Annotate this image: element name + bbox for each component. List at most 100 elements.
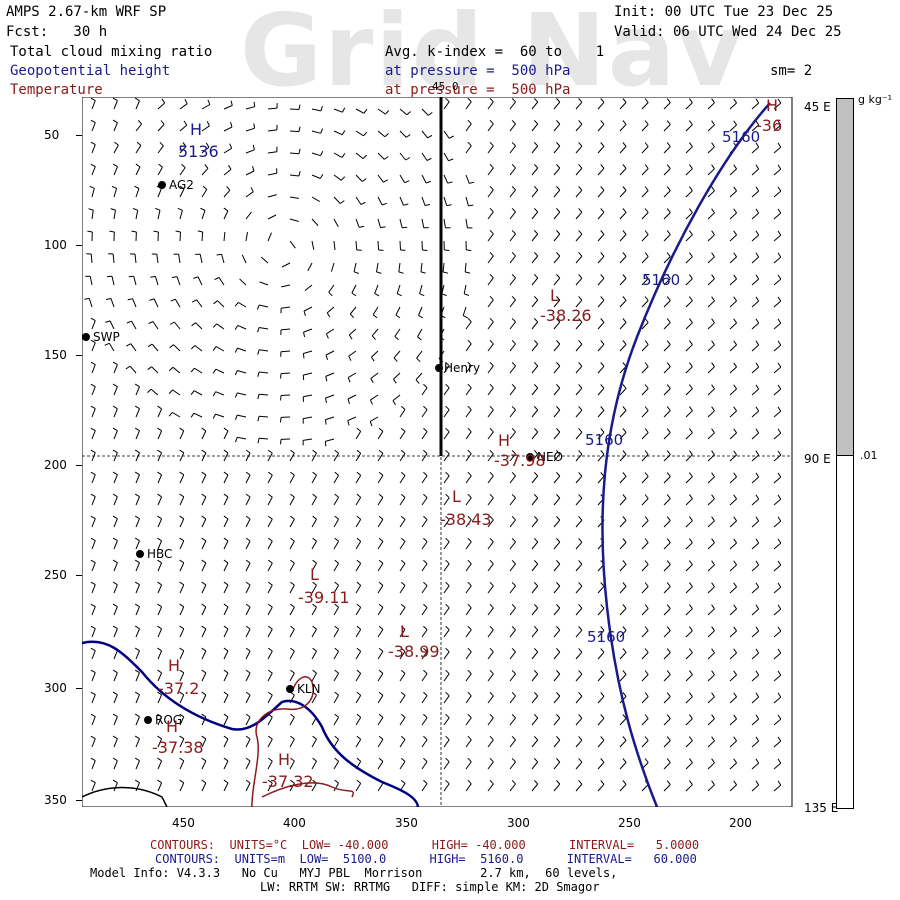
wind-barb <box>531 189 539 198</box>
wind-barb-flag <box>90 735 96 740</box>
wind-barb-flag <box>622 472 627 477</box>
wind-barb-flag <box>90 713 96 718</box>
wind-barb <box>597 123 605 132</box>
wind-barb-flag <box>356 493 362 498</box>
wind-barb <box>751 366 760 374</box>
wind-barb-flag <box>290 603 295 608</box>
station-label: HBC <box>147 547 172 561</box>
wind-barb <box>399 152 406 161</box>
wind-barb-flag <box>489 119 494 125</box>
wind-barb-flag <box>223 691 229 696</box>
wind-barb-flag <box>175 230 181 233</box>
wind-barb-flag <box>777 230 782 236</box>
wind-barb <box>729 190 737 198</box>
wind-barb <box>509 233 516 242</box>
wind-barb <box>135 188 140 198</box>
wind-barb-flag <box>179 603 185 608</box>
wind-barb <box>113 166 118 176</box>
wind-barb <box>553 673 561 682</box>
wind-barb <box>685 740 693 748</box>
wind-barb <box>663 322 671 330</box>
wind-barb-flag <box>556 406 561 411</box>
wind-barb <box>333 739 340 748</box>
wind-barb <box>553 255 561 264</box>
wind-barb-flag <box>733 98 738 104</box>
wind-barb-flag <box>201 669 207 674</box>
wind-barb <box>326 306 335 314</box>
wind-barb <box>663 256 671 264</box>
wind-barb <box>377 431 384 440</box>
wind-barb-flag <box>777 98 782 104</box>
wind-barb <box>553 387 561 396</box>
wind-barb-flag <box>467 405 472 411</box>
wind-barb <box>707 674 715 682</box>
wind-barb-flag <box>755 120 760 126</box>
wind-barb <box>179 760 185 770</box>
high-marker-height: H 5136 <box>178 120 219 161</box>
wind-barb-flag <box>533 427 539 433</box>
wind-barb <box>267 606 273 616</box>
wind-barb-flag <box>777 186 782 192</box>
wind-barb <box>531 453 539 462</box>
wind-barb <box>280 394 291 396</box>
wind-barb-flag <box>245 713 251 718</box>
wind-barb-flag <box>257 327 260 333</box>
wind-barb <box>135 650 140 660</box>
wind-barb <box>245 738 251 748</box>
wind-barb <box>237 392 247 396</box>
wind-barb <box>113 606 118 616</box>
wind-barb <box>773 652 782 660</box>
wind-barb <box>370 394 379 401</box>
wind-barb-flag <box>169 344 174 349</box>
wind-barb-flag <box>755 230 760 236</box>
wind-barb <box>355 739 362 748</box>
wind-barb-flag <box>489 251 494 257</box>
wind-barb-flag <box>533 185 539 191</box>
wind-barb <box>707 784 715 792</box>
wind-barb-flag <box>622 538 627 543</box>
wind-barb <box>729 498 737 506</box>
wind-barb <box>553 651 561 660</box>
wind-barb <box>91 452 96 462</box>
wind-barb-flag <box>112 119 118 124</box>
wind-barb-flag <box>600 582 605 587</box>
wind-barb-flag <box>755 208 760 214</box>
wind-barb-flag <box>193 276 199 279</box>
wind-barb <box>157 606 163 616</box>
wind-barb <box>487 145 494 154</box>
wind-barb-flag <box>711 538 715 544</box>
wind-barb-flag <box>578 384 583 389</box>
wind-barb <box>773 388 782 396</box>
wind-barb-flag <box>245 493 251 498</box>
wind-barb-flag <box>112 471 118 476</box>
wind-barb-flag <box>777 780 782 786</box>
wind-barb <box>751 630 760 638</box>
wind-barb-flag <box>253 123 256 129</box>
wind-barb <box>663 498 671 506</box>
wind-barb <box>619 432 627 440</box>
wind-barb <box>619 476 627 484</box>
wind-barb <box>619 740 627 748</box>
wind-barb <box>333 783 340 792</box>
wind-barb <box>487 189 494 198</box>
colorbar-label: .01 <box>860 449 878 462</box>
wind-barb <box>663 168 671 176</box>
wind-barb-flag <box>448 158 454 162</box>
wind-barb-flag <box>622 714 627 719</box>
wind-barb <box>421 453 428 462</box>
wind-barb <box>751 410 760 418</box>
wind-barb-flag <box>290 625 295 630</box>
wind-barb <box>157 166 163 176</box>
wind-barb <box>531 673 539 682</box>
wind-barb <box>641 146 649 154</box>
wind-barb <box>179 738 185 748</box>
wind-barb-flag <box>312 581 317 586</box>
wind-barb <box>751 124 760 132</box>
wind-barb-flag <box>157 625 162 630</box>
wind-barb <box>399 174 406 183</box>
wind-barb <box>553 519 561 528</box>
wind-barb-flag <box>511 119 516 125</box>
wind-barb-flag <box>666 472 671 477</box>
wind-barb <box>91 188 95 198</box>
wind-barb-flag <box>245 625 251 630</box>
